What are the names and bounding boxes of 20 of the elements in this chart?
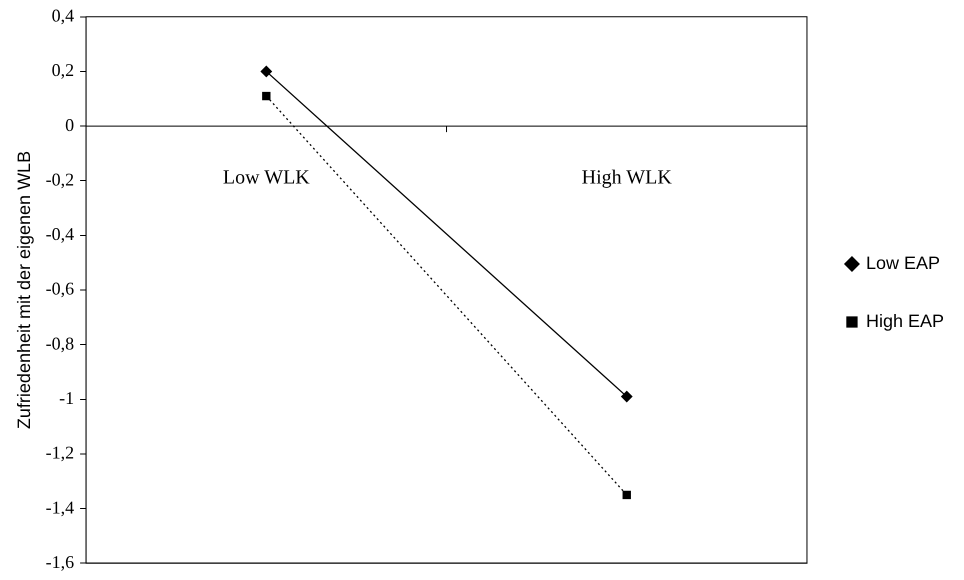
y-tick-label: -0,4 xyxy=(46,224,74,244)
point xyxy=(260,66,272,78)
y-tick-label: -0,2 xyxy=(46,169,74,190)
legend-label: Low EAP xyxy=(866,252,940,273)
y-axis-title: Zufriedenheit mit der eigenen WLB xyxy=(14,150,34,430)
y-tick-label: -1 xyxy=(59,388,74,408)
point xyxy=(262,92,270,100)
x-tick-label: Low WLK xyxy=(222,166,310,188)
x-tick-label: High WLK xyxy=(582,166,672,188)
y-tick-label: -1,4 xyxy=(46,497,74,518)
y-tick-label: 0 xyxy=(65,114,74,135)
y-tick-label: -0,6 xyxy=(46,278,74,299)
y-tick-label: -0,8 xyxy=(46,333,74,354)
y-tick-label: -1,6 xyxy=(46,552,74,572)
y-tick-label: -1,2 xyxy=(46,442,74,463)
point xyxy=(622,490,631,500)
legend-label: High EAP xyxy=(866,310,944,331)
y-tick-label: 0,4 xyxy=(52,6,74,26)
y-tick-label: 0,2 xyxy=(52,60,74,80)
point xyxy=(621,390,632,402)
